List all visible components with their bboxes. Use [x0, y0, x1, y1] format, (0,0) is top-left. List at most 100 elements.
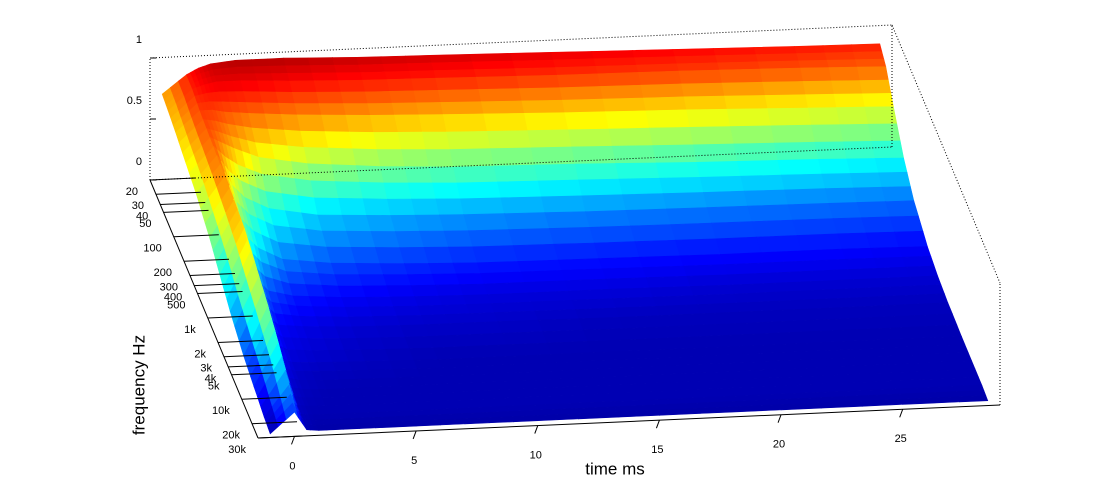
- surface-patch: [830, 328, 877, 343]
- surface-patch: [469, 312, 499, 323]
- surface-patch: [324, 131, 354, 150]
- y-axis-label: frequency Hz: [129, 335, 148, 435]
- surface-patch: [310, 180, 340, 199]
- surface-patch: [880, 276, 914, 288]
- surface-patch: [451, 390, 481, 401]
- y-tick: [228, 364, 274, 368]
- surface-patch: [296, 114, 326, 132]
- surface-patch: [384, 70, 412, 80]
- surface-patch: [787, 202, 834, 221]
- surface-patch: [294, 103, 323, 116]
- surface-patch: [634, 239, 681, 258]
- y-tick-label: 4k: [205, 373, 217, 385]
- surface-patch: [699, 175, 745, 193]
- surface-patch: [856, 201, 891, 219]
- surface-patch: [289, 80, 317, 93]
- surface-patch: [432, 182, 461, 200]
- surface-patch: [866, 316, 901, 330]
- surface-patch: [390, 214, 420, 232]
- y-axis-line: [149, 179, 259, 439]
- surface-patch: [341, 214, 372, 232]
- surface-patch: [608, 127, 654, 147]
- y-tick-label: 1k: [184, 324, 196, 336]
- box-edge: [149, 146, 893, 181]
- surface-patch: [589, 225, 636, 244]
- y-tick: [194, 283, 240, 287]
- surface-patch: [462, 417, 490, 425]
- surface-patch: [857, 66, 889, 81]
- surface-patch: [334, 64, 362, 74]
- y-tick: [149, 177, 196, 181]
- surface-patch: [868, 123, 901, 142]
- y-tick: [183, 258, 230, 262]
- surface-patch: [855, 286, 889, 298]
- surface-patch: [912, 284, 945, 296]
- surface-patch: [762, 81, 807, 96]
- surface-patch: [313, 80, 342, 93]
- surface-patch: [784, 188, 830, 206]
- surface-patch: [411, 198, 440, 216]
- surface-patch: [358, 63, 386, 73]
- surface-patch: [582, 328, 629, 342]
- x-tick: [899, 409, 904, 418]
- surface-patch: [321, 114, 350, 133]
- surface-patch: [901, 255, 935, 268]
- surface-patch: [630, 224, 676, 242]
- y-tick: [173, 234, 219, 238]
- surface-patch: [379, 263, 409, 275]
- surface-patch: [618, 177, 664, 196]
- surface-patch: [500, 388, 529, 399]
- x-tick: [291, 436, 295, 445]
- surface-patch: [397, 131, 427, 150]
- surface-patch: [564, 111, 610, 131]
- surface-patch: [341, 296, 370, 308]
- surface-patch: [332, 56, 360, 66]
- surface-patch: [826, 59, 858, 68]
- surface-patch: [431, 273, 461, 286]
- surface-patch: [764, 94, 809, 109]
- surface-patch: [413, 359, 443, 369]
- surface-patch: [435, 284, 464, 297]
- surface-patch: [463, 213, 510, 232]
- surface-patch: [605, 277, 651, 290]
- surface-patch: [413, 89, 442, 104]
- surface-patch: [369, 114, 399, 133]
- surface-patch: [553, 242, 600, 261]
- surface-patch: [238, 73, 258, 82]
- surface-patch: [664, 324, 710, 339]
- surface-patch: [717, 61, 761, 71]
- surface-patch: [587, 339, 634, 353]
- z-tick-label: 1: [136, 34, 142, 46]
- surface-patch: [402, 392, 432, 403]
- surface-patch: [574, 163, 620, 181]
- surface-patch: [898, 246, 932, 258]
- box-edge: [149, 24, 893, 59]
- surface-patch: [851, 43, 883, 53]
- surface-patch: [862, 92, 894, 108]
- surface-patch: [928, 396, 960, 404]
- surface-patch: [562, 98, 606, 114]
- surface-patch: [704, 322, 751, 337]
- surface-patch: [649, 126, 694, 146]
- surface-patch: [243, 91, 263, 104]
- surface-patch: [841, 247, 875, 260]
- surface-patch: [259, 91, 279, 104]
- surface-patch: [506, 342, 553, 357]
- surface-patch: [874, 157, 908, 174]
- surface-patch: [453, 333, 483, 348]
- surface-patch: [837, 232, 871, 250]
- surface-patch: [448, 382, 477, 393]
- surface-patch: [870, 246, 903, 259]
- surface-patch: [822, 44, 854, 54]
- surface-patch: [404, 166, 433, 184]
- surface-patch: [849, 172, 883, 189]
- x-tick-label: 0: [289, 460, 295, 472]
- surface-patch: [873, 256, 907, 269]
- surface-patch: [659, 313, 706, 328]
- surface-patch: [355, 262, 384, 275]
- y-tick-label: 300: [160, 281, 178, 293]
- surface-patch: [600, 84, 644, 100]
- surface-patch: [871, 140, 904, 159]
- surface-patch: [500, 196, 546, 214]
- surface-patch: [356, 422, 377, 429]
